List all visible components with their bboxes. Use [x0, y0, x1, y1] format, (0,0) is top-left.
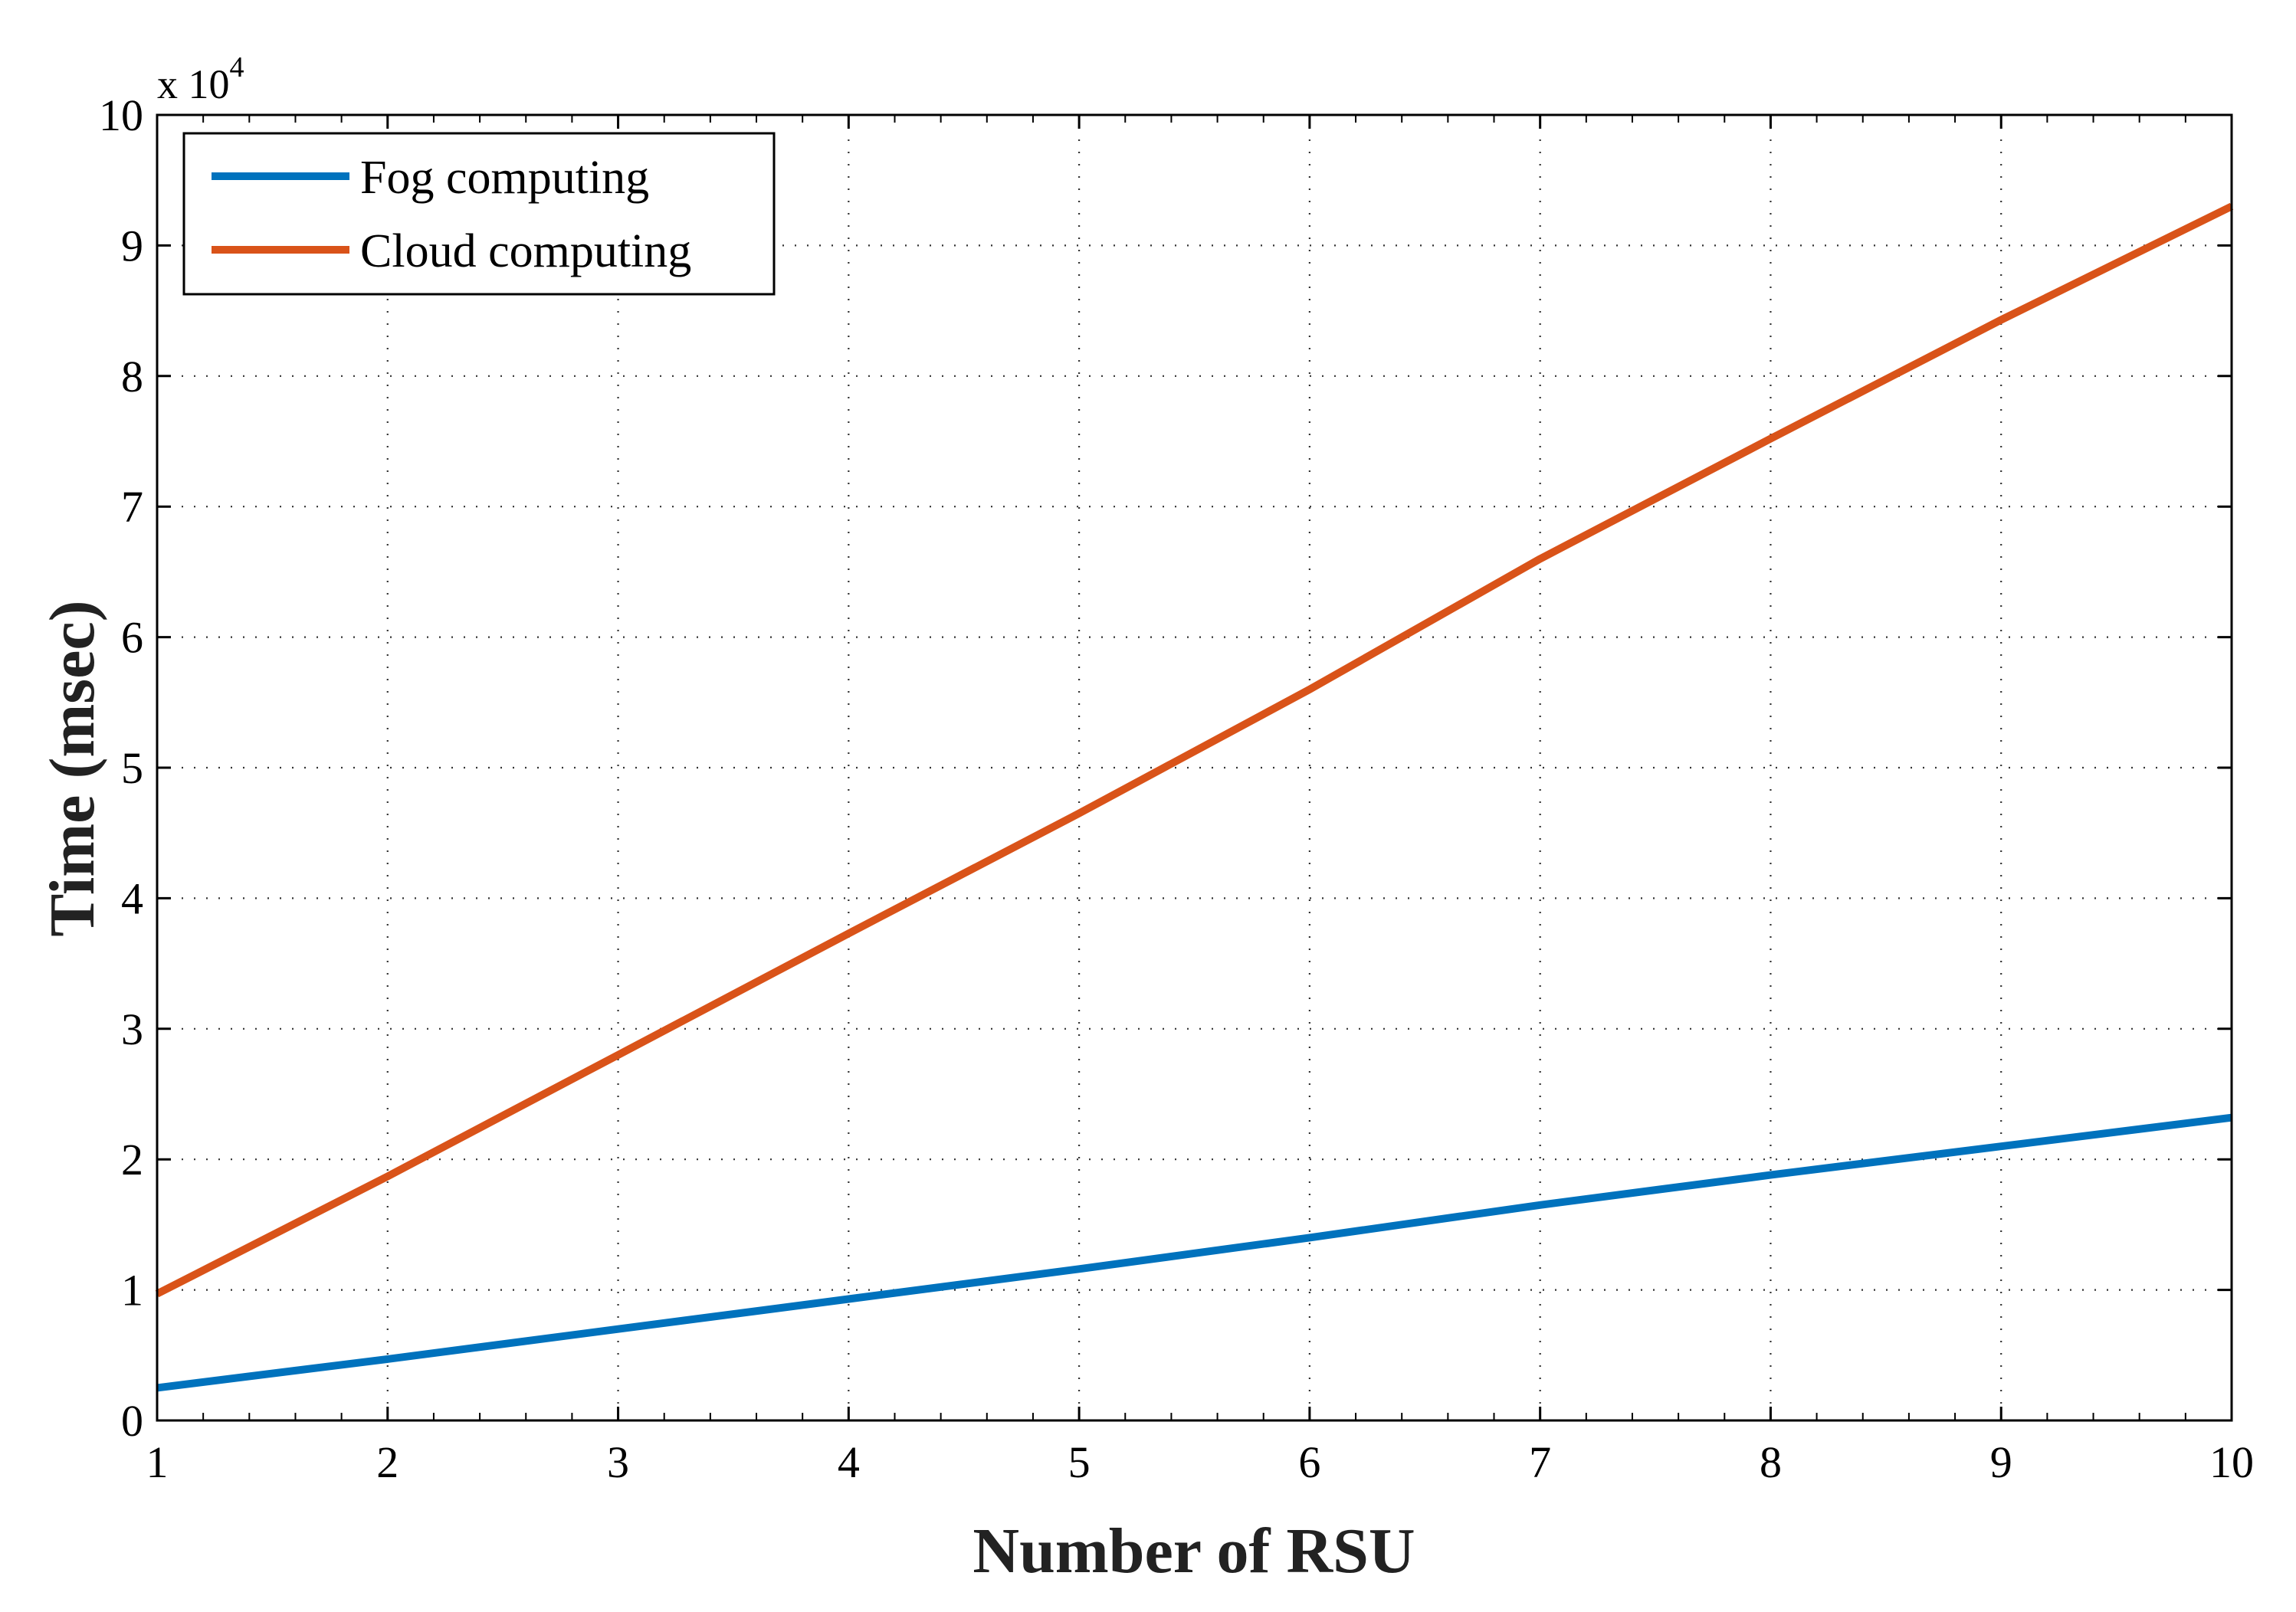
y-tick-label: 0	[121, 1396, 143, 1446]
x-tick-label: 7	[1529, 1437, 1551, 1487]
y-tick-label: 10	[99, 90, 143, 140]
x-tick-labels: 1 2 3 4 5 6 7 8 9 10	[146, 1437, 2255, 1487]
y-tick-label: 3	[121, 1004, 143, 1054]
legend-label-fog: Fog computing	[360, 152, 649, 204]
y-tick-label: 6	[121, 613, 143, 663]
series-layer	[155, 202, 2234, 1392]
x-tick-label: 9	[1990, 1437, 2012, 1487]
y-tick-label: 4	[121, 873, 143, 923]
y-multiplier: x 104	[157, 51, 244, 107]
series-line-cloud-computing	[155, 202, 2234, 1298]
x-tick-label: 4	[838, 1437, 860, 1487]
x-axis-title: Number of RSU	[973, 1515, 1415, 1587]
y-tick-label: 9	[121, 221, 143, 270]
legend-box	[182, 132, 776, 296]
series-line-fog-computing	[156, 1113, 2232, 1392]
y-tick-label: 7	[121, 482, 143, 532]
x-tick-label: 8	[1760, 1437, 1782, 1487]
y-axis-title: Time (msec)	[37, 600, 108, 936]
x-tick-label: 5	[1068, 1437, 1091, 1487]
x-tick-label: 10	[2209, 1437, 2254, 1487]
x-tick-label: 1	[146, 1437, 169, 1487]
x-tick-label: 6	[1298, 1437, 1320, 1487]
legend-label-cloud: Cloud computing	[360, 225, 691, 277]
y-tick-label: 5	[121, 743, 143, 793]
plot-area	[157, 115, 2232, 1420]
plot-frame	[156, 113, 2233, 1422]
y-tick-labels: 0 1 2 3 4 5 6 7 8 9 10	[99, 90, 143, 1446]
x-tick-label: 2	[376, 1437, 399, 1487]
y-tick-label: 8	[121, 352, 143, 401]
y-tick-label: 2	[121, 1135, 143, 1184]
legend: Fog computing Cloud computing	[182, 132, 776, 296]
y-tick-label: 1	[121, 1266, 143, 1315]
x-tick-label: 3	[607, 1437, 629, 1487]
